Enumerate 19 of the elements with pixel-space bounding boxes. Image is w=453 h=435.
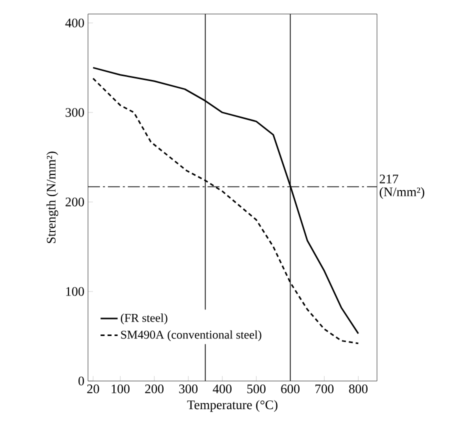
y-tick-label: 300	[66, 108, 84, 117]
y-axis-title: Strength (N/mm²)	[46, 152, 58, 244]
legend-label: SM490A (conventional steel)	[121, 330, 262, 342]
y-tick-label: 400	[65, 18, 84, 28]
x-tick-label: 700	[315, 384, 334, 394]
x-tick-label: 400	[212, 384, 232, 394]
x-tick-label: 600	[281, 384, 300, 394]
x-tick-label: 300	[179, 384, 198, 394]
x-tick-label: 200	[145, 384, 164, 394]
x-tick-label: 100	[112, 384, 130, 394]
x-tick-label: 500	[247, 384, 266, 394]
x-tick-label: 800	[349, 384, 368, 394]
ref-line-label: 217 (N/mm²)	[380, 174, 424, 199]
y-tick-label: 100	[66, 287, 84, 296]
x-tick-label: 20	[87, 384, 100, 394]
legend-label: (FR steel)	[120, 314, 168, 324]
y-tick-label: 0	[78, 376, 84, 386]
x-axis-title: Temperature (°C)	[187, 400, 278, 412]
y-tick-label: 200	[66, 198, 84, 206]
